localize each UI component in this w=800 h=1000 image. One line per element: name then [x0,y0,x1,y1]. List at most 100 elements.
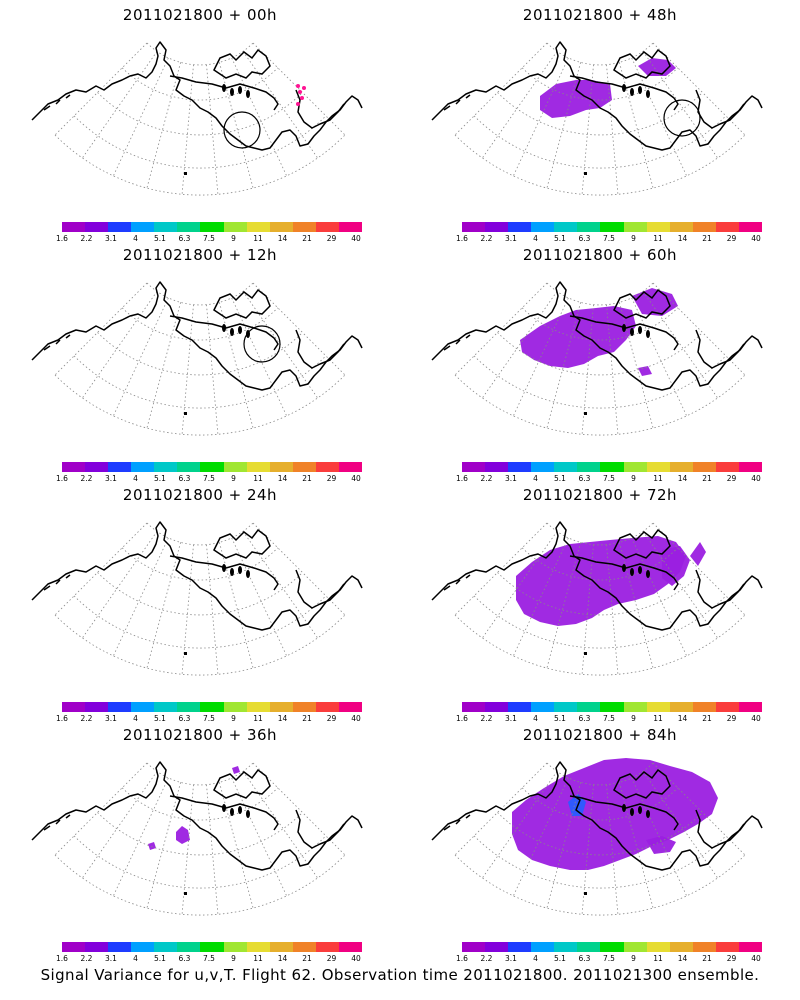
graticule-meridian-6 [619,542,654,669]
graticule-meridian-5 [206,784,219,915]
colorbar-label: 4 [533,234,538,243]
colorbar-label: 14 [277,474,288,483]
graticule-arc-3 [73,355,327,409]
graticule-meridian-2 [113,297,169,416]
coastline-1 [169,75,279,111]
island-0 [222,84,226,92]
coastline-1 [569,555,679,591]
variance-region-0 [516,536,686,626]
graticule-arc-3 [73,115,327,169]
coastline-2 [295,569,345,609]
colorbar-swatch-11 [715,222,739,232]
colorbar [462,462,763,472]
graticule-meridian-1 [482,771,558,879]
island-0 [622,564,626,572]
variance-region-0 [176,826,190,844]
hawaii-island [584,892,587,895]
colorbar-label: 5.1 [154,714,166,723]
colorbar-swatch-4 [554,942,578,952]
colorbar-swatch-6 [600,942,624,952]
arctic-islands [213,48,271,79]
figure-caption: Signal Variance for u,v,T. Flight 62. Ob… [40,966,760,984]
colorbar-label: 2.2 [480,954,493,963]
colorbar-labels: 1.6 2.2 3.1 4 5.1 6.3 7.5 9 11 14 21 29 40 [450,714,770,724]
graticule-meridian-3 [146,542,181,669]
panel-title: 2011021800 + 84h [522,726,678,744]
map-p24 [31,521,363,676]
colorbar [62,942,363,952]
island-3 [646,570,650,578]
colorbar-label: 5.1 [154,954,166,963]
colorbar-swatch-8 [246,702,270,712]
colorbar-label: 21 [302,234,312,243]
colorbar [62,702,363,712]
graticule-arc-4 [54,374,346,436]
coastline-0 [31,761,363,871]
coastline-3 [443,94,471,111]
colorbar-swatch-0 [62,222,86,232]
island-0 [222,324,226,332]
colorbar-label: 21 [302,714,312,723]
island-1 [230,88,234,96]
colorbar-label: 11 [253,954,263,963]
colorbar-swatch-6 [600,222,624,232]
graticule-meridian-2 [113,57,169,176]
graticule-arc-2 [97,92,303,136]
graticule-meridian-5 [606,64,619,195]
hawaii-island [184,892,187,895]
colorbar-swatch-9 [269,702,293,712]
graticule-meridian-1 [82,291,158,399]
colorbar-label: 6.3 [578,474,591,483]
hawaii-island [584,172,587,175]
colorbar-label: 14 [677,954,688,963]
graticule-meridian-4 [181,64,194,195]
colorbar-label: 5.1 [554,234,566,243]
colorbar-swatch-11 [315,942,339,952]
colorbar-swatch-0 [462,702,486,712]
colorbar-swatch-1 [485,462,509,472]
colorbar-swatch-8 [646,222,670,232]
graticule-meridian-3 [146,782,181,909]
island-3 [246,810,250,818]
colorbar-label: 5.1 [554,714,566,723]
colorbar-label: 40 [751,714,761,723]
colorbar-swatch-3 [531,462,555,472]
colorbar-swatch-8 [646,462,670,472]
graticule-arc-3 [473,835,727,889]
coastline-3 [43,334,71,351]
arctic-islands [213,528,271,559]
colorbar-label: 6.3 [178,954,191,963]
colorbar-label: 7.5 [203,954,215,963]
colorbar-label: 2.2 [480,714,493,723]
forecast-panel-p84: 2011021800 + 84h 1.6 2.2 3.1 4 5.1 6.3 7.5 9 11 14… [400,720,800,963]
graticule-meridian-7 [631,777,687,896]
colorbar-swatch-7 [623,462,647,472]
colorbar-label: 5.1 [154,234,166,243]
colorbar-label: 4 [533,474,538,483]
colorbar-swatch-9 [669,702,693,712]
coastline-0 [431,41,763,151]
colorbar-label: 14 [677,234,688,243]
variance-region-0 [520,306,636,368]
colorbar-label: 11 [253,714,263,723]
observation-dot-2 [300,96,304,100]
island-2 [238,86,242,94]
graticule-arc-2 [97,572,303,616]
colorbar-label: 11 [653,954,663,963]
colorbar-swatch-5 [177,222,201,232]
graticule-meridian-8 [642,771,718,879]
coastline-1 [169,795,279,831]
coastline-0 [31,41,363,151]
coastline-3 [43,814,71,831]
colorbar-label: 7.5 [203,714,215,723]
graticule-meridian-1 [82,531,158,639]
colorbar-label: 4 [133,234,138,243]
colorbar-swatch-7 [223,462,247,472]
colorbar-label: 6.3 [178,474,191,483]
graticule-arc-4 [454,854,746,916]
island-0 [622,84,626,92]
panel-title: 2011021800 + 48h [522,6,678,24]
forecast-panel-p24: 2011021800 + 24h 1.6 2.2 3.1 4 5.1 6.3 7.5 9 11 14… [0,480,400,723]
graticule-meridian-7 [631,537,687,656]
graticule-arc-4 [54,614,346,676]
